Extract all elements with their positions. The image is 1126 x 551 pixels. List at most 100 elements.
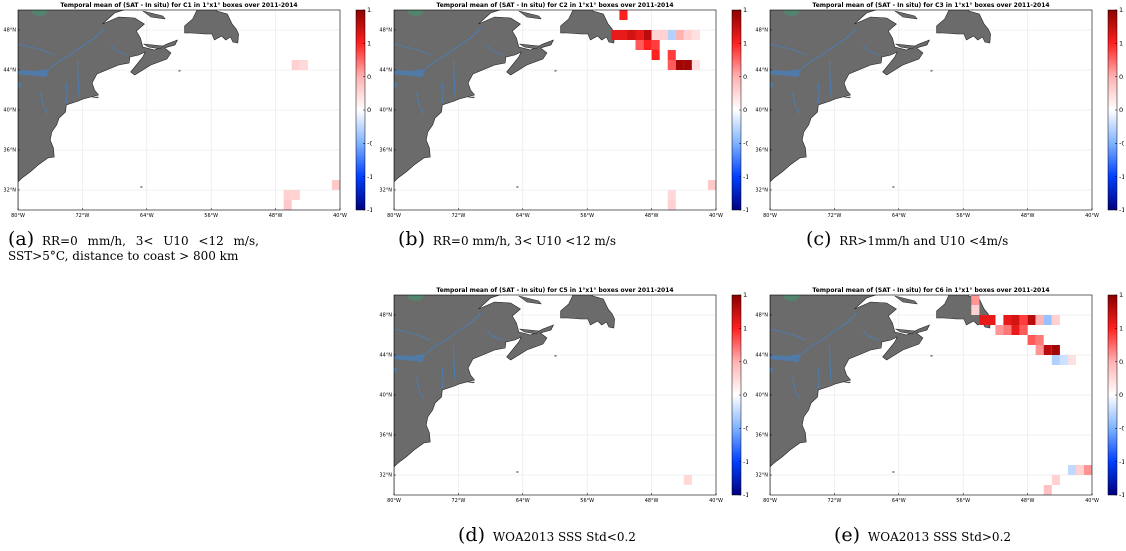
river xyxy=(49,27,106,69)
colorbar-tick-label: 1 xyxy=(743,40,747,48)
data-cell xyxy=(987,315,996,325)
y-tick-label: 44°N xyxy=(379,68,392,74)
x-tick-label: 56°W xyxy=(956,213,970,219)
data-cell xyxy=(1003,325,1012,335)
river xyxy=(425,312,482,354)
land-bermuda xyxy=(140,186,143,188)
y-tick-label: 48°N xyxy=(3,28,16,34)
caption-label: (d) xyxy=(458,524,485,546)
data-cell xyxy=(691,30,700,40)
river xyxy=(110,44,127,56)
river xyxy=(862,44,879,56)
land-island xyxy=(895,43,916,50)
data-cell xyxy=(627,30,636,40)
colorbar-tick-label: 0 xyxy=(1119,106,1123,114)
lake xyxy=(770,354,802,362)
map-title: Temporal mean of (SAT - In situ) for C3 … xyxy=(812,2,1049,9)
data-cell xyxy=(1003,315,1012,325)
land-mainland xyxy=(770,295,930,495)
x-tick-label: 80°W xyxy=(387,213,401,219)
colorbar-tick-label: 0 xyxy=(367,106,371,114)
caption-c: (c) RR>1mm/h and U10 <4m/s xyxy=(806,230,1116,249)
data-cell xyxy=(1027,335,1036,345)
colorbar-tick-label: 0 xyxy=(743,391,747,399)
x-tick-label: 72°W xyxy=(827,498,841,504)
data-cell xyxy=(619,10,628,20)
data-cell xyxy=(1019,315,1028,325)
y-tick-label: 36°N xyxy=(755,148,768,154)
data-cell xyxy=(1043,345,1052,355)
caption-label: (b) xyxy=(398,228,425,250)
map-chart-b: Temporal mean of (SAT - In situ) for C2 … xyxy=(379,2,748,219)
colorbar-tick-label: 1.5 xyxy=(1119,6,1124,14)
data-cell xyxy=(340,180,348,190)
y-tick-label: 40°N xyxy=(3,108,16,114)
x-tick-label: 40°W xyxy=(709,498,723,504)
colorbar-tick-label: 1 xyxy=(1119,325,1123,333)
data-cell xyxy=(619,30,628,40)
land-island xyxy=(468,381,475,384)
river xyxy=(425,27,482,69)
land-island xyxy=(92,96,99,99)
river xyxy=(770,328,807,341)
data-cell xyxy=(1011,325,1020,335)
panel-c: Temporal mean of (SAT - In situ) for C3 … xyxy=(752,0,1124,222)
river xyxy=(486,329,503,341)
colorbar-tick-label: 0.5 xyxy=(743,73,748,81)
y-tick-label: 36°N xyxy=(755,433,768,439)
data-cell xyxy=(1051,315,1060,325)
river xyxy=(441,367,444,389)
relief-shading xyxy=(407,295,425,301)
y-tick-label: 44°N xyxy=(379,353,392,359)
x-tick-label: 48°W xyxy=(1021,213,1035,219)
data-cell xyxy=(331,180,340,190)
colorbar-tick-label: 1 xyxy=(743,325,747,333)
lake xyxy=(770,82,774,88)
land-bermuda xyxy=(892,186,895,188)
panel-a: Temporal mean of (SAT - In situ) for C1 … xyxy=(0,0,372,222)
y-tick-label: 36°N xyxy=(3,148,16,154)
y-tick-label: 32°N xyxy=(3,188,16,194)
colorbar-tick-label: 1.5 xyxy=(367,6,372,14)
y-tick-label: 40°N xyxy=(379,393,392,399)
colorbar-tick-label: -1.5 xyxy=(743,491,748,499)
river xyxy=(817,367,820,389)
data-cell xyxy=(643,30,652,40)
data-cell xyxy=(675,60,684,70)
x-tick-label: 64°W xyxy=(140,213,154,219)
relief-shading xyxy=(783,295,801,301)
river xyxy=(65,82,68,104)
land-bermuda xyxy=(516,186,519,188)
colorbar-tick-label: 0.5 xyxy=(367,73,372,81)
land-sable-island xyxy=(554,70,557,72)
land-island xyxy=(895,328,916,335)
x-tick-label: 48°W xyxy=(645,213,659,219)
river xyxy=(77,59,80,98)
data-cell xyxy=(1075,465,1084,475)
river xyxy=(792,376,801,400)
x-tick-label: 40°W xyxy=(1085,498,1099,504)
map-chart-c: Temporal mean of (SAT - In situ) for C3 … xyxy=(755,2,1124,219)
y-tick-label: 44°N xyxy=(3,68,16,74)
colorbar-tick-label: -1 xyxy=(743,458,748,466)
y-tick-label: 48°N xyxy=(379,28,392,34)
caption-label: (e) xyxy=(834,524,861,546)
x-tick-label: 64°W xyxy=(516,213,530,219)
colorbar-tick-label: -1.5 xyxy=(1119,206,1124,214)
colorbar-tick-label: -1 xyxy=(1119,173,1124,181)
river xyxy=(817,82,820,104)
y-tick-label: 32°N xyxy=(379,473,392,479)
data-cell xyxy=(667,200,676,210)
data-cell xyxy=(979,315,988,325)
data-cell xyxy=(971,305,980,315)
data-cell xyxy=(1067,355,1076,365)
data-cell xyxy=(667,190,676,200)
x-tick-label: 80°W xyxy=(387,498,401,504)
data-cell xyxy=(299,60,308,70)
land-island xyxy=(894,295,918,305)
land-island xyxy=(518,10,542,20)
relief-shading xyxy=(783,10,801,16)
land-sable-island xyxy=(178,70,181,72)
data-cell xyxy=(1083,465,1092,475)
x-tick-label: 72°W xyxy=(827,213,841,219)
